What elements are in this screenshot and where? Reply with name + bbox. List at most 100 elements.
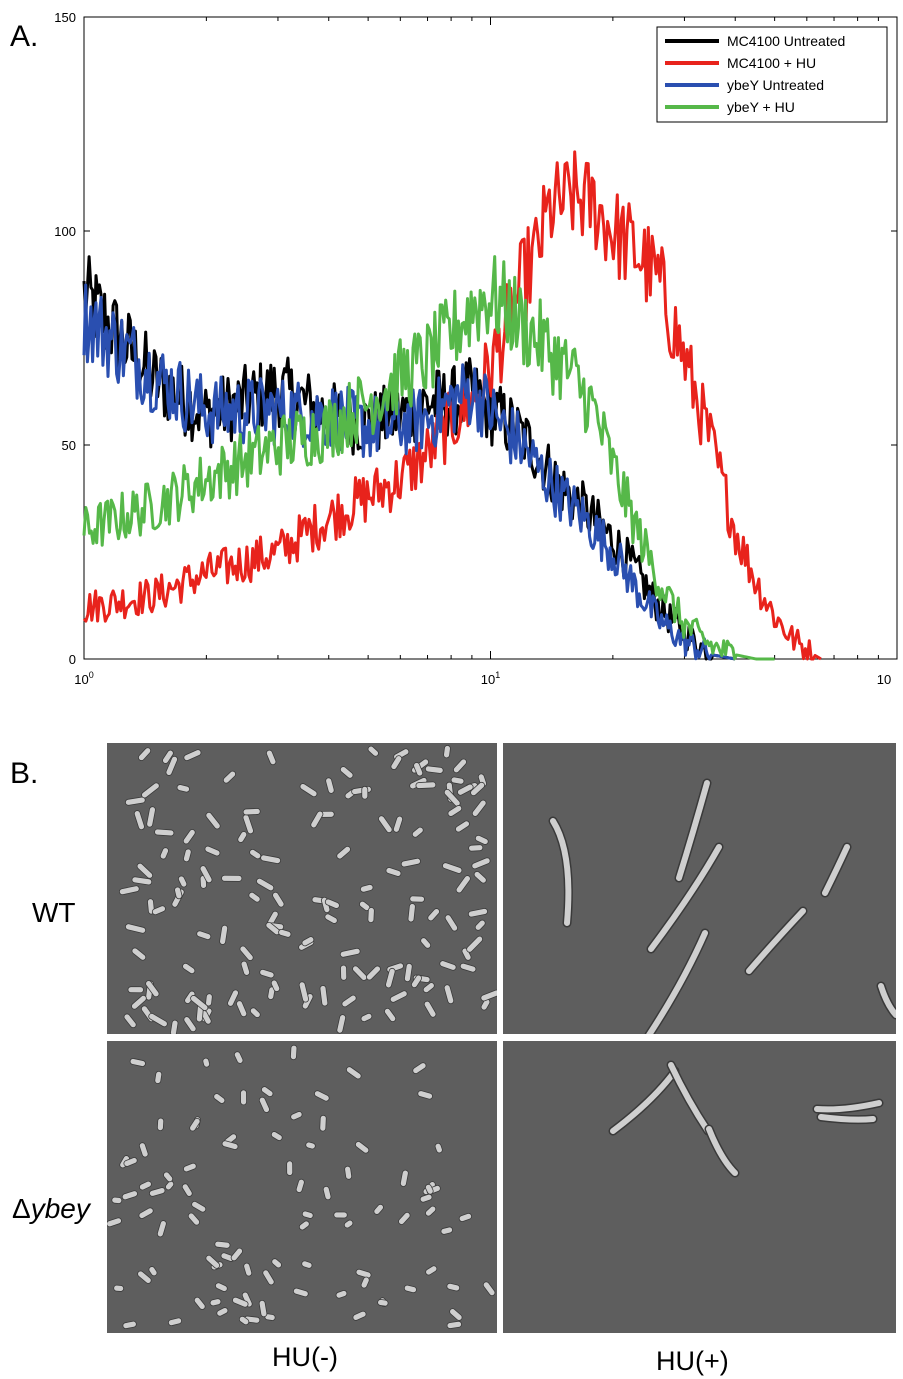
bacterial-cell: [129, 1058, 146, 1067]
bacterial-cell: [111, 1196, 123, 1204]
gene-name: ybey: [30, 1193, 90, 1224]
bacterial-cell: [182, 962, 196, 975]
bacterial-cell: [270, 1131, 283, 1141]
row-label-wt: WT: [32, 897, 76, 928]
micrograph-image: [608, 1060, 884, 1178]
bacterial-cell: [453, 758, 467, 774]
micrograph-ybey-hu-plus: [503, 1041, 896, 1333]
bacterial-cell: [455, 820, 470, 833]
bacterial-cell: [442, 862, 463, 874]
bacterial-cell: [415, 781, 437, 789]
panel-b-label: B.: [10, 757, 39, 790]
bacterial-cell: [204, 845, 221, 857]
filamentous-cell: [550, 818, 572, 926]
bacterial-cell: [136, 862, 154, 879]
bacterial-cell: [107, 1217, 122, 1228]
bacterial-cell: [367, 745, 379, 757]
panel-a: A. 0 50 100 150 100 101 10 MC4100 Untreated MC41…: [10, 10, 898, 687]
bacterial-cell: [399, 1169, 409, 1187]
legend-entry: ybeY Untreated: [727, 77, 824, 93]
bacterial-cell: [341, 994, 357, 1008]
bacterial-cell: [190, 995, 209, 1011]
bacterial-cell: [322, 1186, 332, 1201]
bacterial-cell: [446, 1282, 461, 1292]
col-label-hu-plus: HU(+): [656, 1346, 729, 1376]
bacterial-cell: [457, 783, 474, 796]
bacterial-cell: [336, 845, 351, 860]
bacterial-cell: [339, 766, 354, 779]
bacterial-cell: [139, 1180, 152, 1191]
plot-frame: [83, 16, 898, 660]
bacterial-cell: [215, 1282, 228, 1292]
bacterial-cell: [411, 826, 424, 838]
bacterial-cell: [123, 1157, 138, 1167]
legend-entry: MC4100 + HU: [727, 55, 816, 71]
micrograph-wt-hu-plus: [503, 743, 896, 1034]
bacterial-cell: [182, 829, 196, 845]
bacterial-cell: [222, 770, 237, 784]
bacterial-cell: [261, 1086, 274, 1098]
bacterial-cell: [299, 783, 318, 798]
bacterial-cell: [138, 747, 152, 761]
bacterial-cell: [262, 1269, 275, 1286]
filamentous-cell: [648, 844, 722, 952]
bacterial-cell: [278, 928, 292, 938]
bacterial-cell: [298, 981, 310, 1003]
bacterial-cell: [470, 781, 486, 797]
filamentous-cell: [822, 844, 850, 896]
bacterial-cell: [227, 989, 239, 1007]
bacterial-cell: [290, 1111, 303, 1121]
bacterial-cell: [202, 1057, 211, 1068]
bacterial-cell: [339, 947, 361, 958]
bacterial-cell: [440, 1226, 453, 1235]
bacterial-cell: [336, 1014, 347, 1034]
bacterial-cell: [137, 1270, 152, 1284]
bacterial-cell: [249, 848, 262, 860]
bacterial-cell: [355, 1268, 372, 1279]
bacterial-cell: [214, 1240, 231, 1249]
bacterial-cell: [384, 1007, 397, 1023]
bacterial-cell: [352, 1310, 367, 1321]
bacterial-cell: [191, 1201, 207, 1213]
bacterial-cell: [189, 1117, 201, 1132]
bacterial-cell: [324, 913, 338, 924]
bacterial-cell: [355, 1141, 370, 1154]
bacterial-cell: [138, 1142, 149, 1158]
bacterial-cell: [239, 945, 254, 961]
bacterial-cell: [176, 784, 190, 793]
bacterial-cell: [392, 815, 404, 833]
bacterial-cell: [403, 1284, 417, 1294]
bacterial-cell: [301, 1260, 313, 1269]
bacterial-cell: [260, 854, 281, 864]
filamentous-cell: [814, 1100, 882, 1113]
y-tick-label: 150: [54, 10, 76, 25]
bacterial-cell: [145, 980, 160, 998]
bacterial-cell: [385, 867, 402, 877]
bacterial-cell: [259, 968, 275, 979]
bacterial-cell: [474, 919, 486, 931]
filamentous-cell: [610, 1068, 678, 1134]
delta-symbol: Δ: [12, 1193, 31, 1224]
series-line-3: [82, 255, 775, 661]
bacterial-cell: [425, 1205, 437, 1217]
bacterial-cell: [319, 985, 329, 1007]
micrograph-image: [118, 745, 497, 1034]
bacterial-cell: [419, 1193, 433, 1203]
filamentous-cell: [706, 1126, 738, 1176]
bacterial-cell: [377, 1299, 389, 1307]
filamentous-cell: [668, 1062, 711, 1134]
bacterial-cell: [221, 1140, 239, 1150]
bacterial-cell: [360, 1276, 370, 1289]
bacterial-cell: [183, 848, 192, 863]
legend-entry: ybeY + HU: [727, 99, 795, 115]
bacterial-cell: [162, 749, 174, 764]
x-tick-label: 101: [481, 670, 500, 687]
bacterial-cell: [193, 1296, 206, 1310]
bacterial-cell: [146, 806, 156, 828]
bacterial-cell: [256, 877, 275, 892]
bacterial-cell: [450, 776, 465, 785]
bacterial-cell: [133, 810, 145, 831]
bacterial-cell: [335, 1290, 348, 1299]
bacterial-cell: [156, 1117, 165, 1132]
series-line-2: [82, 283, 736, 661]
